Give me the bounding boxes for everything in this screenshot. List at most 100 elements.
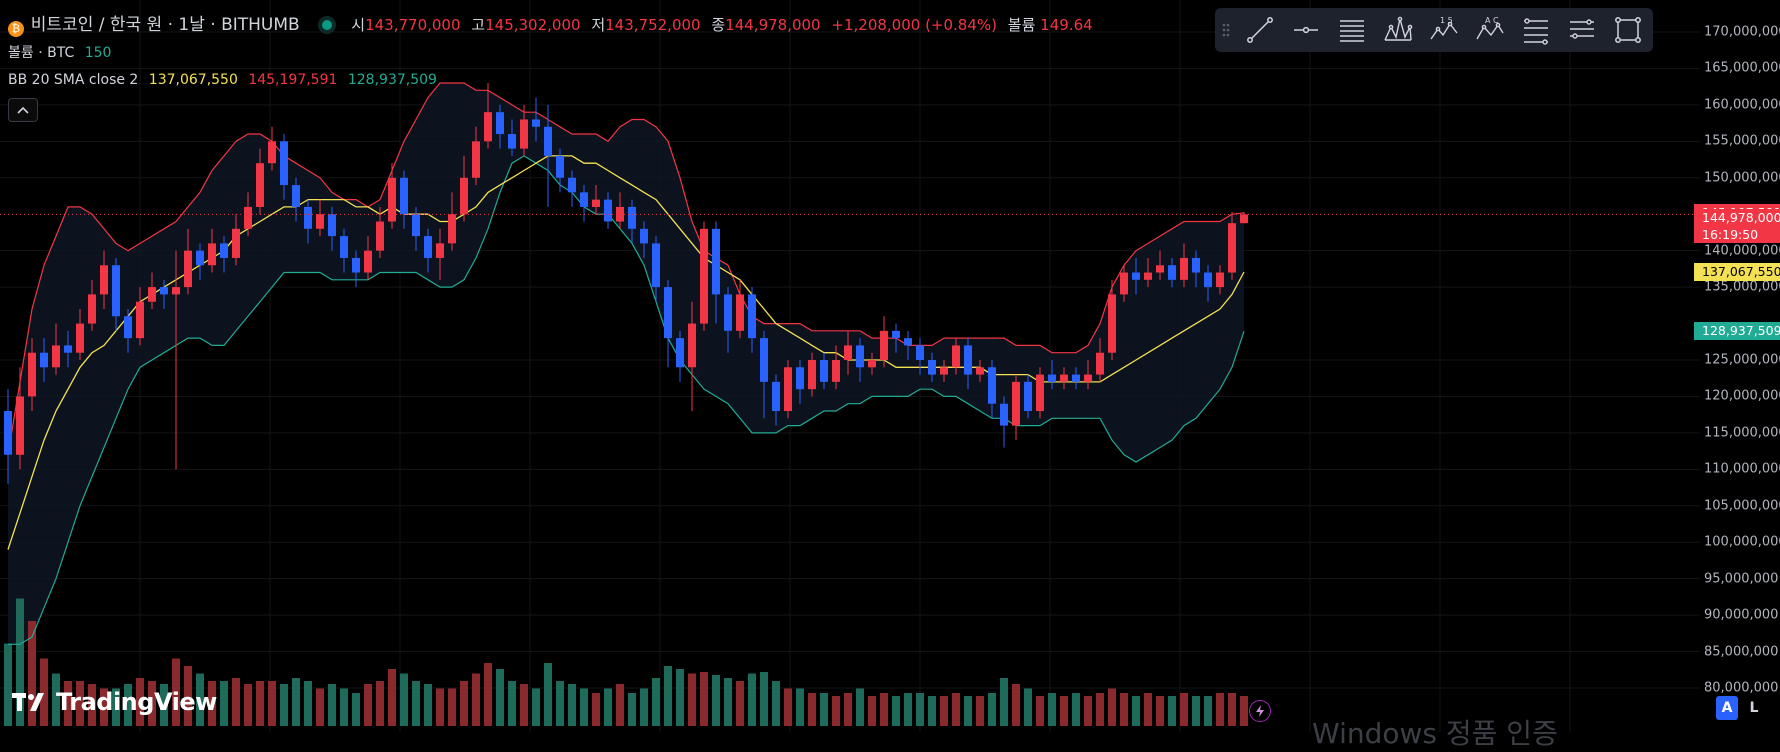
elliott-wave-12345-icon[interactable]: 1 5 [1421,8,1467,52]
symbol-title[interactable]: 비트코인 / 한국 원 · 1날 · BITHUMB [30,15,300,35]
volume-bar [508,681,516,726]
volume-bar [52,673,60,726]
candle [628,199,636,244]
candle [532,97,540,142]
price-tick-label: 85,000,000 [1704,644,1779,660]
symbol-legend: ₿ 비트코인 / 한국 원 · 1날 · BITHUMB 시143,770,00… [8,10,1093,37]
candle-body [736,294,744,331]
volume-bar [568,684,576,726]
candle [940,360,948,382]
volume-bar [928,696,936,726]
volume-bar [16,598,24,726]
candle [1048,360,1056,390]
fib-retracement-icon[interactable] [1513,8,1559,52]
open-label: 시 [351,16,366,34]
volume-bar [592,693,600,726]
candle [1084,360,1092,390]
price-tick-label: 135,000,000 [1704,279,1780,295]
candle [28,338,36,412]
volume-legend[interactable]: 볼륨 · BTC 150 [8,42,111,62]
bb-legend[interactable]: BB 20 SMA close 2 137,067,550 145,197,59… [8,72,437,88]
volume-bar [1096,693,1104,726]
candle-body [1216,272,1224,288]
candle [1036,367,1044,419]
price-tick-label: 165,000,000 [1704,60,1780,76]
rectangle-icon[interactable] [1605,8,1651,52]
candle [1000,396,1008,448]
candle-body [388,177,396,222]
candle-body [64,345,72,353]
collapse-legend-button[interactable] [8,98,38,122]
candle [1156,250,1164,280]
candle-body [916,345,924,360]
volume-bar [1168,696,1176,726]
horizontal-lines-icon[interactable] [1329,8,1375,52]
candle-body [796,367,804,390]
candle-body [436,243,444,258]
candle-body [172,287,180,295]
candle [52,323,60,375]
candle-body [700,228,708,324]
triangle-pattern-icon[interactable] [1375,8,1421,52]
candle-body [1000,403,1008,426]
log-scale-button[interactable]: L [1743,696,1765,720]
replay-lightning-icon[interactable] [1249,700,1271,722]
candle-body [232,228,240,258]
volume-bar [760,672,768,726]
low-label: 저 [591,16,606,34]
candle-body [748,294,756,339]
price-axis[interactable]: 80,000,000 85,000,000 90,000,000 95,000,000… [1694,0,1780,732]
candle-body [628,206,636,229]
volume-bar [124,684,132,726]
candle-body [892,330,900,339]
auto-scale-button[interactable]: A [1716,696,1738,720]
volume-bar [460,681,468,726]
candle [520,104,528,156]
candle [916,338,924,375]
candle [376,206,384,258]
volume-bar [772,681,780,726]
horizontal-ray-icon[interactable] [1283,8,1329,52]
candle [400,170,408,229]
bollinger-band-fill [8,83,1244,645]
candle [196,243,204,280]
candle [232,214,240,266]
volume-bar [640,688,648,726]
candle [1132,257,1140,295]
trend-line-icon[interactable] [1237,8,1283,52]
market-status-icon[interactable] [322,20,333,30]
candle-body [1228,223,1236,273]
open-value: 143,770,000 [365,16,461,34]
candle-body [556,155,564,178]
candle [772,374,780,426]
candle-body [16,396,24,455]
candle [724,287,732,353]
volume-bar [220,681,228,726]
tradingview-logo[interactable]: TradingView [12,688,217,716]
volume-bar [1060,696,1068,726]
candle-body [244,206,252,229]
candle-body [4,411,12,455]
candle [424,228,432,273]
candle [1072,367,1080,390]
candle-body [1132,272,1140,280]
volume-bar [796,688,804,726]
volume-bars [4,598,1248,726]
candle-body [532,119,540,127]
lower-band-price-label: 128,937,509 [1694,322,1780,341]
candle [1168,257,1176,288]
candle [448,192,456,251]
volume-bar [472,673,480,726]
high-label: 고 [471,16,486,34]
candle-body [448,214,456,244]
candle-body [760,338,768,382]
volume-bar [448,688,456,726]
candle-body [1192,257,1200,273]
candle-body [580,192,588,207]
candle [760,330,768,419]
drag-handle-icon[interactable] [1215,8,1237,52]
price-chart[interactable] [0,0,1700,732]
candle [352,250,360,288]
abcd-pattern-icon[interactable]: A C [1467,8,1513,52]
fib-extension-icon[interactable] [1559,8,1605,52]
